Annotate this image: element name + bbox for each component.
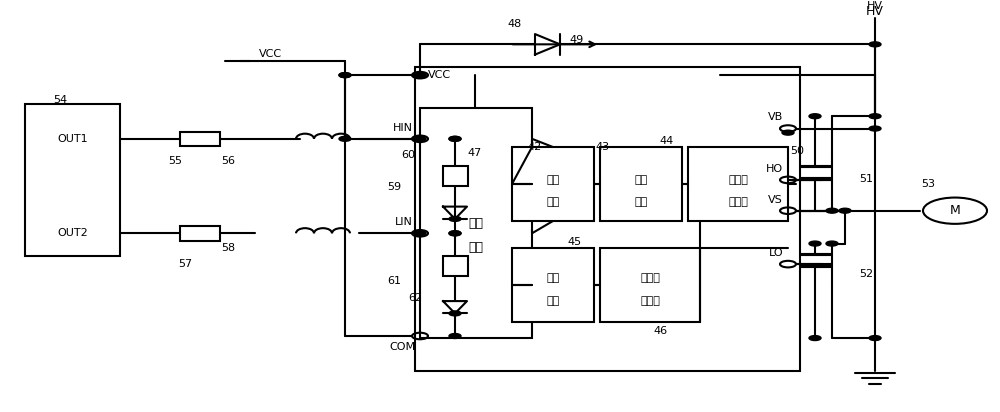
Text: 59: 59: [387, 182, 401, 192]
Text: 47: 47: [468, 148, 482, 158]
Bar: [415, 67, 800, 371]
Circle shape: [339, 73, 351, 77]
Circle shape: [449, 136, 461, 141]
Circle shape: [809, 241, 821, 246]
Text: 发生: 发生: [546, 197, 560, 208]
Text: 出驱动: 出驱动: [640, 296, 660, 306]
Text: 56: 56: [221, 157, 235, 166]
Circle shape: [809, 114, 821, 119]
Circle shape: [449, 231, 461, 236]
Bar: [25, 104, 120, 256]
Text: 60: 60: [401, 150, 415, 160]
Text: COM: COM: [389, 342, 415, 352]
Circle shape: [414, 136, 426, 141]
Text: 58: 58: [221, 243, 235, 253]
Text: VB: VB: [768, 112, 783, 122]
Bar: [443, 166, 468, 186]
Text: 出驱动: 出驱动: [728, 197, 748, 208]
Bar: [688, 147, 788, 221]
Circle shape: [339, 136, 351, 141]
Text: 57: 57: [178, 259, 192, 269]
Circle shape: [449, 334, 461, 339]
Text: 61: 61: [387, 276, 401, 286]
Text: 转换: 转换: [634, 197, 648, 208]
Circle shape: [414, 73, 426, 77]
Circle shape: [782, 130, 794, 135]
Text: 49: 49: [570, 35, 584, 45]
Text: 低端: 低端: [546, 274, 560, 283]
Text: 42: 42: [528, 142, 542, 152]
Bar: [512, 147, 594, 221]
Text: 44: 44: [660, 136, 674, 146]
Text: 高端输: 高端输: [728, 175, 748, 185]
Circle shape: [869, 126, 881, 131]
Text: HIN: HIN: [393, 123, 413, 133]
Text: 48: 48: [508, 19, 522, 29]
Text: 低端输: 低端输: [640, 274, 660, 283]
Text: VCC: VCC: [258, 49, 282, 59]
Text: 51: 51: [859, 174, 873, 184]
Text: 50: 50: [790, 146, 804, 156]
Text: VCC: VCC: [428, 70, 451, 80]
Circle shape: [839, 208, 851, 213]
Bar: [600, 147, 682, 221]
Text: 53: 53: [921, 179, 935, 189]
Circle shape: [809, 336, 821, 341]
Circle shape: [449, 216, 461, 221]
Text: LIN: LIN: [395, 217, 413, 227]
Circle shape: [449, 311, 461, 316]
Text: HV: HV: [866, 5, 884, 18]
Text: OUT2: OUT2: [57, 228, 88, 238]
Text: 52: 52: [859, 269, 873, 279]
Bar: [512, 248, 594, 322]
Circle shape: [414, 231, 426, 236]
Text: 54: 54: [53, 95, 67, 105]
Bar: [420, 108, 532, 338]
Text: 55: 55: [168, 157, 182, 166]
Text: 脉冲: 脉冲: [546, 175, 560, 185]
Circle shape: [826, 208, 838, 213]
Text: HV: HV: [867, 1, 883, 11]
Circle shape: [869, 42, 881, 47]
Bar: [180, 226, 220, 241]
Circle shape: [414, 73, 426, 77]
Circle shape: [869, 336, 881, 341]
Circle shape: [826, 241, 838, 246]
Text: HO: HO: [766, 164, 783, 174]
Circle shape: [869, 114, 881, 119]
Text: 电路: 电路: [468, 241, 484, 254]
Circle shape: [449, 231, 461, 236]
Circle shape: [339, 73, 351, 77]
Bar: [443, 256, 468, 276]
Text: 62: 62: [408, 293, 422, 303]
Text: OUT1: OUT1: [57, 134, 88, 144]
Bar: [180, 132, 220, 146]
Text: 46: 46: [653, 325, 667, 336]
Text: 45: 45: [568, 236, 582, 246]
Bar: [600, 248, 700, 322]
Text: VS: VS: [768, 194, 783, 204]
Text: 输入: 输入: [468, 217, 484, 229]
Text: 延迟: 延迟: [546, 296, 560, 306]
Text: LO: LO: [768, 248, 783, 258]
Text: 电平: 电平: [634, 175, 648, 185]
Circle shape: [449, 136, 461, 141]
Text: 43: 43: [596, 142, 610, 152]
Text: M: M: [950, 204, 960, 217]
